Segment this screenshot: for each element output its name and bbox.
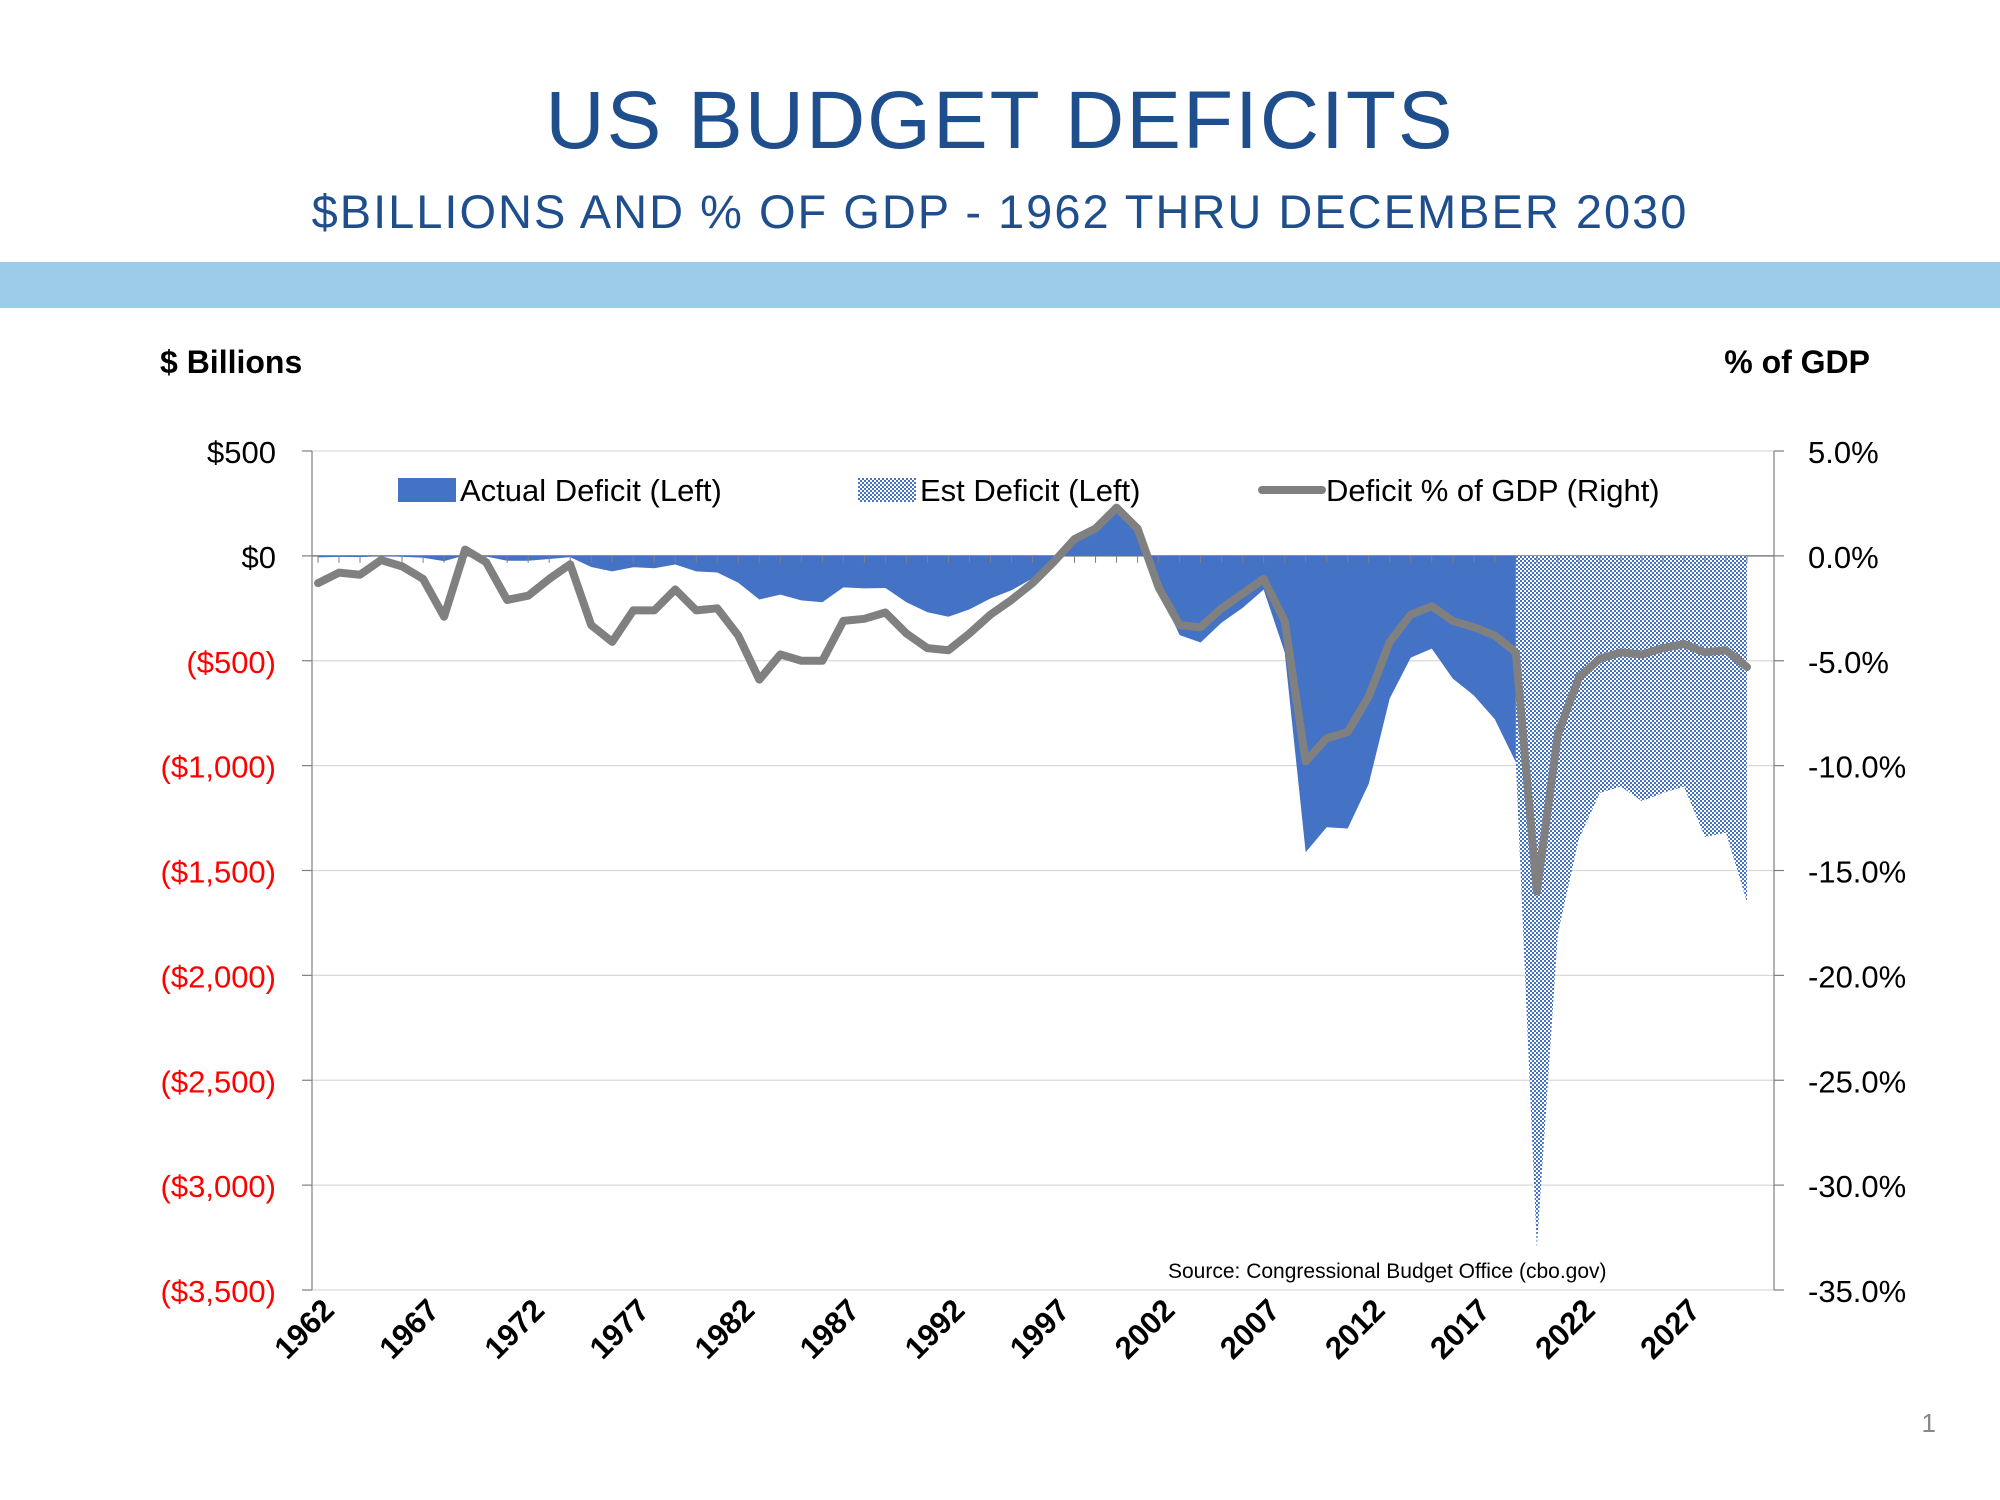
y-left-tick-label: ($2,500) [161,1064,276,1099]
legend-swatch-est [858,478,916,502]
x-tick-label: 1962 [267,1292,341,1366]
y-right-tick-label: 5.0% [1808,435,1879,470]
y-left-tick-label: ($2,000) [161,959,276,994]
y-right-tick-label: 0.0% [1808,540,1879,575]
x-tick-label: 1997 [1003,1292,1077,1366]
y-left-tick-label: ($3,000) [161,1169,276,1204]
x-tick-label: 2027 [1633,1292,1707,1366]
left-axis-title: $ Billions [160,344,303,380]
gdp-line [314,503,1751,896]
y-right-tick-label: -15.0% [1808,855,1906,890]
y-left-tick-label: $0 [242,540,276,575]
page-subtitle: $BILLIONS AND % OF GDP - 1962 THRU DECEM… [311,185,1689,238]
header-band [0,262,2000,308]
x-tick-label: 1987 [793,1292,867,1366]
x-tick-label: 2002 [1108,1292,1182,1366]
x-tick-label: 2007 [1213,1292,1287,1366]
x-tick-label: 1982 [688,1292,762,1366]
legend-swatch-actual [398,478,456,502]
right-axis-title: % of GDP [1724,344,1870,380]
legend-label-est: Est Deficit (Left) [920,473,1141,508]
x-tick-label: 2022 [1528,1292,1602,1366]
legend-label-actual: Actual Deficit (Left) [460,473,722,508]
source-note: Source: Congressional Budget Office (cbo… [1168,1260,1607,1283]
y-right-tick-label: -10.0% [1808,750,1906,785]
est-deficit-area [1515,555,1747,1249]
y-right-tick-label: -5.0% [1808,645,1889,680]
x-tick-label: 1977 [583,1292,657,1366]
y-left-tick-label: $500 [207,435,276,470]
x-tick-label: 2017 [1423,1292,1497,1366]
y-left-tick-label: ($3,500) [161,1274,276,1309]
deficit-areas [318,506,1747,1249]
axes [302,450,1784,1291]
x-tick-label: 1992 [898,1292,972,1366]
legend: Actual Deficit (Left) Est Deficit (Left) D… [398,473,1660,508]
actual-deficit-area [318,506,1516,853]
y-left-tick-label: ($500) [186,645,276,680]
x-tick-label: 1967 [373,1292,447,1366]
x-tick-label: 2012 [1318,1292,1392,1366]
x-tick-label: 1972 [478,1292,552,1366]
y-right-tick-label: -20.0% [1808,959,1906,994]
page-number: 1 [1921,1408,1936,1438]
gdp-pct-line [314,503,1751,896]
y-right-tick-label: -30.0% [1808,1169,1906,1204]
y-right-tick-label: -25.0% [1808,1064,1906,1099]
y-left-tick-label: ($1,500) [161,855,276,890]
y-left-tick-label: ($1,000) [161,750,276,785]
page-title: US BUDGET DEFICITS [545,75,1455,166]
y-right-tick-label: -35.0% [1808,1274,1906,1309]
legend-label-line: Deficit % of GDP (Right) [1326,473,1660,508]
